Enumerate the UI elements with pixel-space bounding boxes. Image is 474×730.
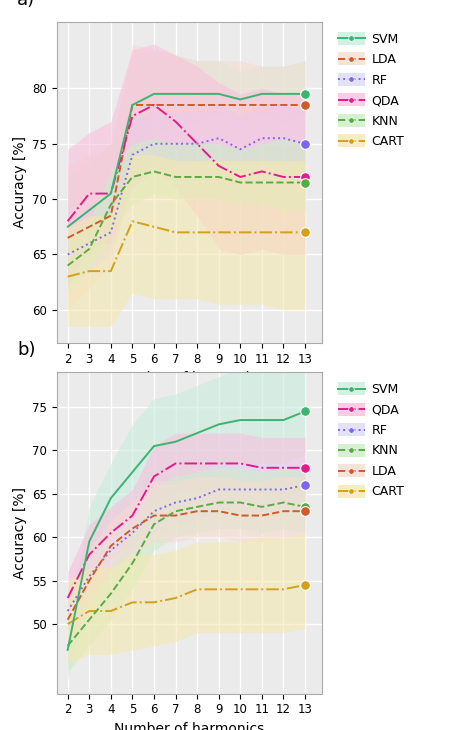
Legend: SVM, QDA, RF, KNN, LDA, CART: SVM, QDA, RF, KNN, LDA, CART — [334, 379, 408, 502]
Y-axis label: Accuracy [%]: Accuracy [%] — [13, 487, 27, 579]
X-axis label: Number of harmonics: Number of harmonics — [115, 722, 264, 730]
Text: b): b) — [17, 342, 36, 359]
Y-axis label: Accuracy [%]: Accuracy [%] — [13, 137, 27, 228]
X-axis label: Number of harmonics: Number of harmonics — [115, 372, 264, 385]
Text: a): a) — [17, 0, 35, 9]
Legend: SVM, LDA, RF, QDA, KNN, CART: SVM, LDA, RF, QDA, KNN, CART — [334, 28, 408, 152]
